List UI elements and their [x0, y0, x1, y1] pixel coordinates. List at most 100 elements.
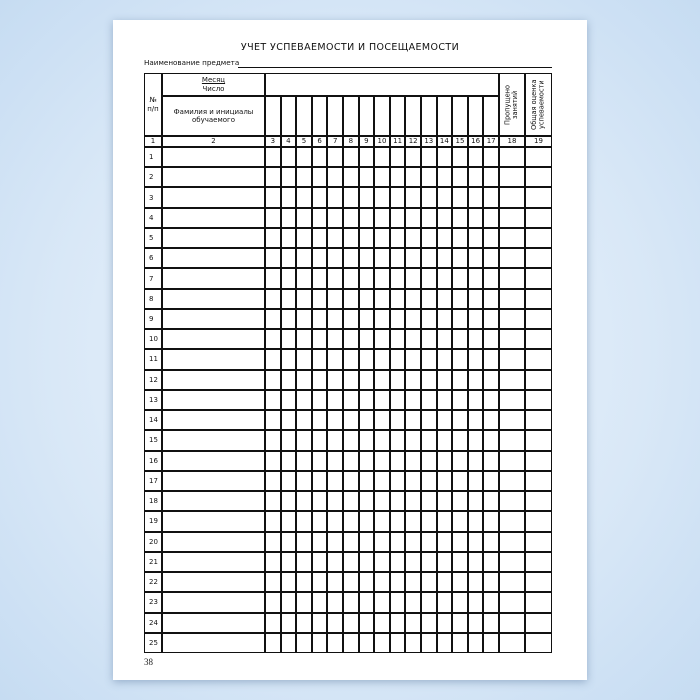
table-cell[interactable] [327, 430, 343, 451]
table-cell[interactable] [265, 450, 281, 471]
table-cell[interactable] [296, 430, 312, 451]
table-cell[interactable] [389, 268, 406, 289]
table-cell[interactable] [436, 187, 453, 208]
table-cell[interactable] [296, 248, 312, 269]
table-cell[interactable] [436, 207, 453, 228]
table-cell[interactable] [421, 450, 437, 471]
table-cell[interactable] [311, 248, 328, 269]
table-cell[interactable] [389, 167, 406, 188]
table-cell[interactable] [421, 410, 437, 431]
table-cell[interactable] [374, 167, 390, 188]
table-cell[interactable] [483, 308, 499, 330]
table-cell[interactable] [327, 349, 343, 370]
table-cell[interactable] [389, 632, 406, 653]
table-cell[interactable] [525, 572, 552, 593]
table-cell[interactable] [499, 410, 525, 431]
table-cell[interactable] [343, 369, 359, 390]
table-cell[interactable] [265, 329, 281, 350]
table-cell[interactable] [265, 268, 281, 289]
table-cell[interactable] [405, 551, 421, 573]
table-cell[interactable] [358, 430, 375, 451]
table-cell[interactable] [405, 430, 421, 451]
table-cell[interactable] [358, 632, 375, 653]
table-cell[interactable] [405, 572, 421, 593]
table-cell[interactable] [162, 531, 265, 552]
table-cell[interactable] [327, 551, 343, 573]
table-cell[interactable] [162, 329, 265, 350]
table-cell[interactable] [389, 248, 406, 269]
table-cell[interactable] [296, 551, 312, 573]
table-cell[interactable] [296, 207, 312, 228]
table-cell[interactable] [436, 572, 453, 593]
table-cell[interactable] [327, 207, 343, 228]
table-cell[interactable] [452, 187, 468, 208]
table-cell[interactable] [436, 349, 453, 370]
table-cell[interactable] [499, 491, 525, 512]
table-cell[interactable] [483, 450, 499, 471]
table-cell[interactable] [162, 470, 265, 492]
table-cell[interactable] [374, 288, 390, 309]
table-cell[interactable] [483, 430, 499, 451]
table-cell[interactable] [525, 511, 552, 532]
table-cell[interactable] [525, 470, 552, 492]
table-cell[interactable] [374, 592, 390, 613]
table-cell[interactable] [162, 349, 265, 370]
table-cell[interactable] [343, 632, 359, 653]
table-cell[interactable] [162, 491, 265, 512]
table-cell[interactable] [467, 369, 484, 390]
table-cell[interactable] [483, 592, 499, 613]
table-cell[interactable] [421, 551, 437, 573]
table-cell[interactable] [436, 167, 453, 188]
table-cell[interactable] [296, 410, 312, 431]
table-cell[interactable] [483, 288, 499, 309]
table-cell[interactable] [327, 248, 343, 269]
table-cell[interactable] [436, 592, 453, 613]
table-cell[interactable] [452, 430, 468, 451]
table-cell[interactable] [296, 288, 312, 309]
table-cell[interactable] [343, 389, 359, 411]
table-cell[interactable] [452, 592, 468, 613]
table-cell[interactable] [525, 612, 552, 633]
table-cell[interactable] [483, 491, 499, 512]
table-cell[interactable] [467, 551, 484, 573]
table-cell[interactable] [327, 632, 343, 653]
table-cell[interactable] [265, 369, 281, 390]
table-cell[interactable] [467, 572, 484, 593]
table-cell[interactable] [358, 491, 375, 512]
table-cell[interactable] [265, 551, 281, 573]
table-cell[interactable] [374, 369, 390, 390]
table-cell[interactable] [358, 369, 375, 390]
table-cell[interactable] [343, 470, 359, 492]
table-cell[interactable] [421, 491, 437, 512]
table-cell[interactable] [327, 410, 343, 431]
table-cell[interactable] [265, 470, 281, 492]
table-cell[interactable] [525, 430, 552, 451]
table-cell[interactable] [327, 491, 343, 512]
table-cell[interactable] [280, 349, 297, 370]
table-cell[interactable] [296, 167, 312, 188]
header-day-cell[interactable] [296, 96, 312, 136]
table-cell[interactable] [265, 592, 281, 613]
table-cell[interactable] [525, 450, 552, 471]
table-cell[interactable] [389, 349, 406, 370]
table-cell[interactable] [358, 227, 375, 249]
table-cell[interactable] [467, 491, 484, 512]
table-cell[interactable] [162, 551, 265, 573]
table-cell[interactable] [162, 572, 265, 593]
table-cell[interactable] [374, 329, 390, 350]
table-cell[interactable] [421, 207, 437, 228]
table-cell[interactable] [343, 147, 359, 168]
table-cell[interactable] [162, 430, 265, 451]
header-day-cell[interactable] [327, 96, 343, 136]
table-cell[interactable] [265, 632, 281, 653]
table-cell[interactable] [327, 308, 343, 330]
table-cell[interactable] [343, 268, 359, 289]
table-cell[interactable] [467, 248, 484, 269]
table-cell[interactable] [405, 268, 421, 289]
table-cell[interactable] [280, 248, 297, 269]
table-cell[interactable] [436, 632, 453, 653]
table-cell[interactable] [452, 349, 468, 370]
table-cell[interactable] [327, 268, 343, 289]
table-cell[interactable] [389, 551, 406, 573]
table-cell[interactable] [499, 207, 525, 228]
